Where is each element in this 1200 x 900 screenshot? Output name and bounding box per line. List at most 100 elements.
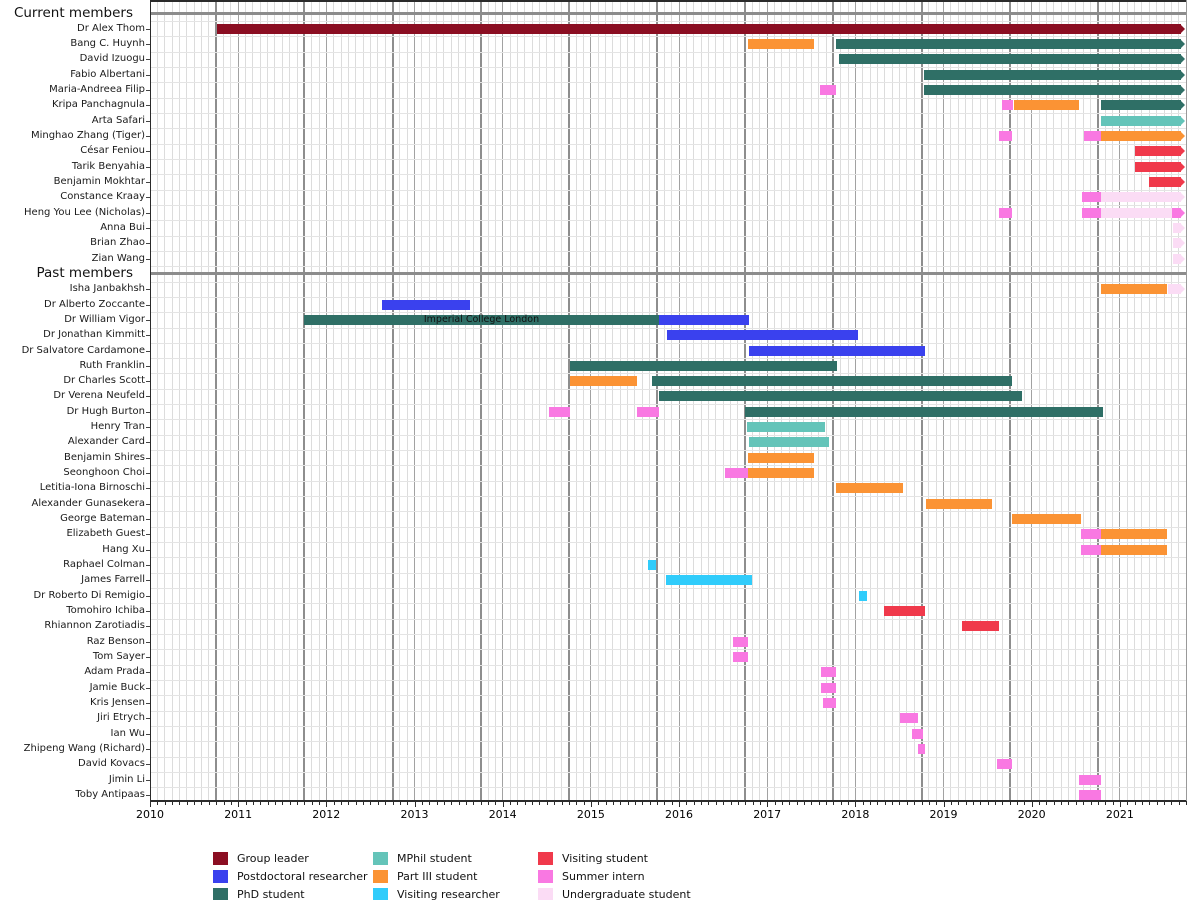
month-gridline bbox=[1090, 1, 1091, 800]
x-minor-tick bbox=[759, 801, 761, 805]
member-name-label: Bang C. Huynh bbox=[70, 37, 145, 49]
x-minor-tick bbox=[1024, 801, 1026, 805]
timeline-bar-visiting_student bbox=[1134, 161, 1185, 172]
member-name-label: Jamie Buck bbox=[89, 681, 145, 693]
ongoing-arrow-tip bbox=[1180, 254, 1185, 263]
y-axis-tick bbox=[146, 74, 150, 76]
timeline-bar-part3 bbox=[1101, 544, 1168, 555]
legend-label-postdoc: Postdoctoral researcher bbox=[237, 870, 368, 883]
member-name-label: Letitia-Iona Birnoschi bbox=[39, 482, 145, 494]
legend-label-summer_intern: Summer intern bbox=[562, 870, 645, 883]
timeline-bar-part3 bbox=[836, 483, 903, 494]
member-name-label: Dr Alberto Zoccante bbox=[44, 298, 145, 310]
timeline-bar-phd bbox=[658, 391, 1022, 402]
x-minor-tick bbox=[1083, 801, 1085, 805]
x-minor-tick bbox=[319, 801, 320, 805]
ongoing-arrow-tip bbox=[1180, 101, 1185, 110]
x-minor-tick bbox=[252, 801, 254, 805]
timeline-bar-summer_intern bbox=[900, 713, 918, 724]
x-minor-tick bbox=[194, 801, 196, 805]
x-minor-tick bbox=[223, 801, 225, 805]
member-name-label: Henry Tran bbox=[90, 421, 145, 433]
ongoing-arrow-tip bbox=[1180, 116, 1185, 125]
member-name-label: Dr William Vigor bbox=[64, 313, 145, 325]
year-gridline bbox=[502, 1, 504, 800]
x-axis-line bbox=[150, 800, 1187, 802]
member-name-label: Dr Verena Neufeld bbox=[53, 390, 145, 402]
timeline-bar-visiting_researcher bbox=[665, 575, 753, 586]
x-minor-tick bbox=[539, 801, 541, 805]
timeline-bar-visiting_researcher bbox=[858, 590, 867, 601]
x-minor-tick bbox=[436, 801, 438, 805]
month-gridline bbox=[406, 1, 408, 800]
x-minor-tick bbox=[1097, 801, 1099, 805]
member-name-label: Zian Wang bbox=[91, 252, 145, 264]
row-gridline bbox=[150, 373, 1186, 375]
row-gridline bbox=[150, 465, 1186, 467]
row-gridline bbox=[150, 158, 1186, 160]
y-axis-tick bbox=[146, 411, 150, 413]
x-axis-year-label: 2019 bbox=[929, 808, 958, 821]
x-minor-tick bbox=[649, 801, 651, 805]
row-gridline bbox=[150, 36, 1186, 38]
x-minor-tick bbox=[561, 801, 563, 805]
month-gridline bbox=[1038, 1, 1040, 800]
month-gridline bbox=[538, 1, 540, 800]
row-gridline bbox=[150, 82, 1186, 84]
timeline-bar-undergrad bbox=[1172, 238, 1185, 249]
legend-label-undergrad: Undergraduate student bbox=[562, 888, 691, 900]
member-name-label: Ruth Franklin bbox=[79, 359, 145, 371]
timeline-bar-part3 bbox=[1101, 130, 1185, 141]
year-gridline bbox=[325, 1, 327, 800]
month-gridline bbox=[377, 1, 379, 800]
row-gridline bbox=[150, 572, 1186, 574]
legend-label-visiting_student: Visiting student bbox=[562, 852, 648, 865]
timeline-bar-phd bbox=[836, 38, 1185, 49]
x-minor-tick bbox=[304, 801, 306, 805]
month-gridline bbox=[1141, 1, 1143, 800]
timeline-bar-part3 bbox=[1014, 100, 1080, 111]
x-major-tick bbox=[326, 801, 328, 807]
x-minor-tick bbox=[723, 801, 725, 805]
x-minor-tick bbox=[789, 801, 791, 805]
legend-swatch-phd bbox=[213, 888, 228, 900]
row-gridline bbox=[150, 557, 1186, 559]
x-minor-tick bbox=[796, 801, 798, 805]
month-gridline bbox=[612, 1, 614, 800]
month-gridline bbox=[561, 1, 562, 800]
member-name-label: Rhiannon Zarotiadis bbox=[44, 620, 145, 632]
timeline-bar-summer_intern bbox=[999, 130, 1013, 141]
month-gridline bbox=[384, 1, 386, 800]
x-major-tick bbox=[943, 801, 945, 807]
y-axis-tick bbox=[146, 59, 150, 61]
timeline-bar-summer_intern bbox=[1001, 100, 1014, 111]
month-gridline bbox=[1134, 1, 1136, 800]
month-gridline bbox=[1112, 1, 1113, 800]
month-gridline bbox=[516, 1, 518, 800]
year-gridline bbox=[590, 1, 592, 800]
y-axis-tick bbox=[146, 580, 150, 582]
month-gridline bbox=[531, 1, 533, 800]
row-gridline bbox=[150, 741, 1186, 743]
member-name-label: Dr Charles Scott bbox=[63, 375, 145, 387]
timeline-bar-phd bbox=[569, 360, 837, 371]
member-name-label: Dr Alex Thom bbox=[77, 22, 145, 34]
x-minor-tick bbox=[1178, 801, 1180, 805]
x-minor-tick bbox=[480, 801, 482, 805]
timeline-bar-group_leader bbox=[217, 23, 1185, 34]
member-name-label: Isha Janbakhsh bbox=[69, 283, 145, 295]
ongoing-arrow-tip bbox=[1180, 55, 1185, 64]
timeline-bar-part3 bbox=[1101, 284, 1168, 295]
x-minor-tick bbox=[634, 801, 636, 805]
x-minor-tick bbox=[1002, 801, 1004, 805]
y-axis-tick bbox=[146, 289, 150, 291]
member-name-label: Tom Sayer bbox=[92, 651, 145, 663]
x-minor-tick bbox=[517, 801, 519, 805]
member-name-label: Benjamin Mokhtar bbox=[53, 175, 145, 187]
row-gridline bbox=[150, 189, 1186, 191]
x-major-tick bbox=[150, 801, 151, 807]
x-minor-tick bbox=[686, 801, 688, 805]
member-name-label: Toby Antipaas bbox=[75, 789, 145, 800]
row-gridline bbox=[150, 496, 1186, 498]
month-gridline bbox=[1060, 1, 1062, 800]
